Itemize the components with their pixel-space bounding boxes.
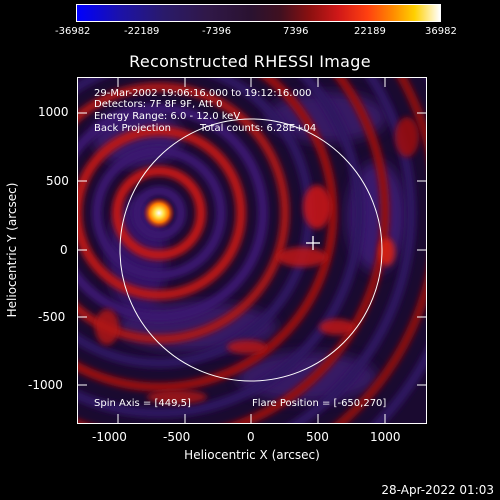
y-tick-label: -500	[38, 310, 66, 324]
colorbar-tick-label: 36982	[425, 26, 457, 37]
image-canvas	[77, 77, 427, 424]
colorbar	[76, 4, 441, 22]
energy-range-text: Energy Range: 6.0 - 12.0 keV	[94, 111, 241, 122]
colorbar-tick-label: 22189	[354, 26, 386, 37]
x-tick-label: -500	[163, 430, 191, 444]
x-tick-label: 0	[247, 430, 255, 444]
flare-position-text: Flare Position = [-650,270]	[252, 398, 387, 409]
axis-ticks	[77, 77, 427, 424]
y-tick-label: -1000	[28, 378, 63, 392]
x-tick-label: 1000	[370, 430, 401, 444]
x-tick-label: -1000	[92, 430, 127, 444]
solar-limb-circle	[119, 118, 383, 382]
time-range-text: 29-Mar-2002 19:06:16.000 to 19:12:16.000	[94, 88, 312, 99]
y-tick-label: 0	[60, 243, 68, 257]
colorbar-tick-label: 7396	[283, 26, 309, 37]
y-tick-label: 1000	[38, 105, 69, 119]
colorbar-tick-label: -22189	[124, 26, 160, 37]
colorbar-tick-label: -7396	[202, 26, 232, 37]
flare-source-blob	[143, 197, 175, 229]
y-axis-label: Heliocentric Y (arcsec)	[5, 182, 19, 318]
spin-axis-text: Spin Axis = [449,5]	[94, 398, 191, 409]
total-counts-text: Total counts: 6.28E+04	[200, 123, 317, 134]
x-axis-label: Heliocentric X (arcsec)	[184, 448, 320, 462]
generation-datetime: 28-Apr-2022 01:03	[381, 483, 494, 497]
detectors-text: Detectors: 7F 8F 9F, Att 0	[94, 99, 223, 110]
colorbar-tick-label: -36982	[55, 26, 91, 37]
image-title: Reconstructed RHESSI Image	[129, 52, 371, 71]
spin-axis-marker	[306, 236, 320, 250]
y-tick-label: 500	[46, 174, 69, 188]
x-tick-label: 500	[306, 430, 329, 444]
method-text: Back Projection	[94, 123, 171, 134]
reconstructed-image	[77, 77, 427, 424]
